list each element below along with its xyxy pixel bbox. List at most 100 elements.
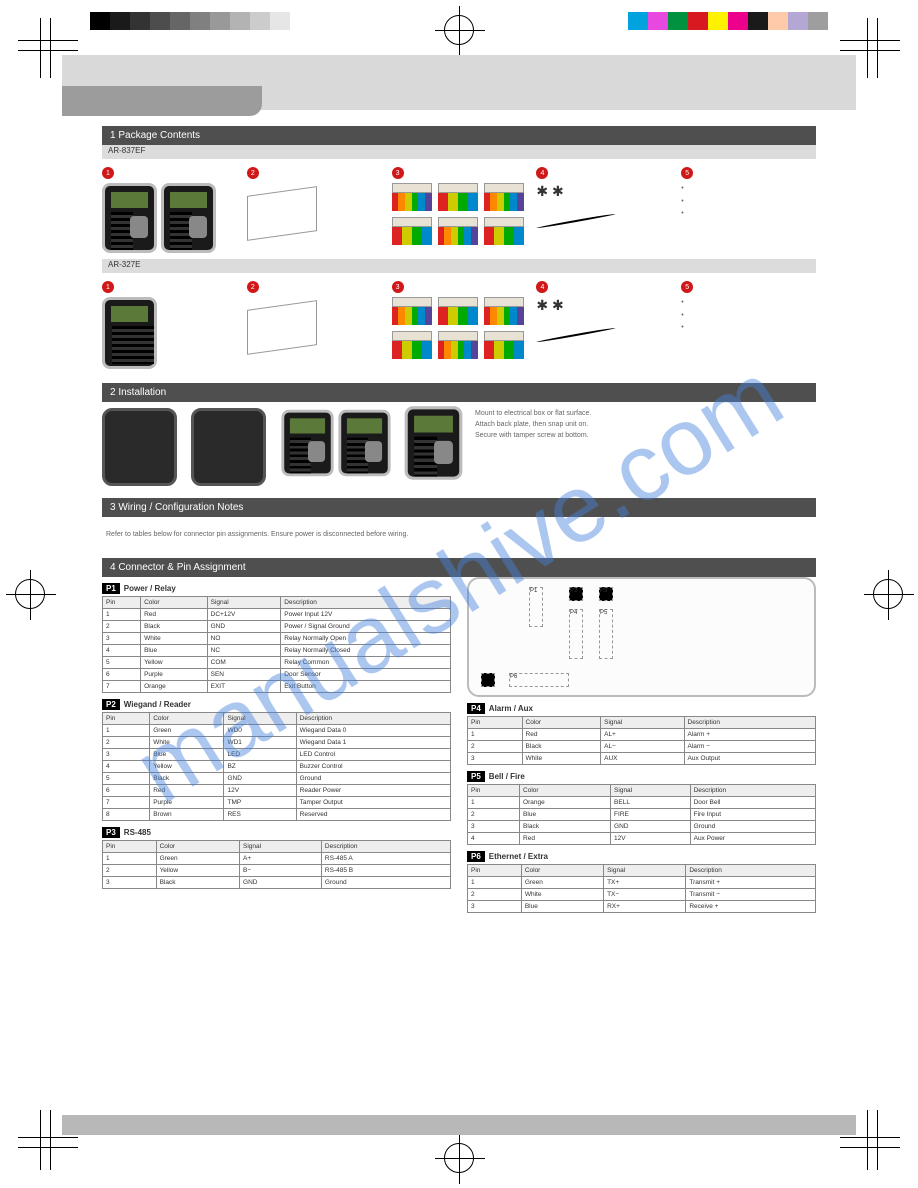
table-title: P6 Ethernet / Extra — [467, 851, 816, 862]
device-image — [102, 297, 157, 369]
col-header: Description — [686, 865, 816, 877]
pin-table: PinColorSignalDescription1RedDC+12VPower… — [102, 596, 451, 693]
registration-mark — [15, 579, 45, 609]
step-dot: 5 — [681, 167, 693, 179]
tool-image — [537, 327, 616, 343]
col-header: Description — [296, 713, 450, 725]
col-header: Pin — [103, 713, 150, 725]
table-row: 8BrownRESReserved — [103, 809, 451, 821]
device-image — [338, 410, 390, 477]
step-dot: 1 — [102, 281, 114, 293]
device-image — [102, 183, 157, 253]
pin-table: PinColorSignalDescription1GreenWD0Wiegan… — [102, 712, 451, 821]
table-title: P2 Wiegand / Reader — [102, 699, 451, 710]
port-name: Wiegand / Reader — [124, 700, 191, 709]
table-row: 2WhiteTX−Transmit − — [468, 889, 816, 901]
section-title: 3 Wiring / Configuration Notes — [102, 498, 816, 517]
color-bar — [628, 12, 828, 30]
mount-backplate — [191, 408, 266, 486]
col-header: Color — [520, 785, 611, 797]
manual-image — [247, 300, 317, 355]
table-row: 2BlueFIREFire Input — [468, 809, 816, 821]
table-row: 3WhiteNORelay Normally Open — [103, 633, 451, 645]
note-line: Attach back plate, then snap unit on. — [475, 419, 816, 430]
col-header: Signal — [240, 841, 322, 853]
port-badge: P6 — [467, 851, 485, 862]
col-header: Color — [522, 717, 601, 729]
install-notes: Mount to electrical box or flat surface.… — [475, 408, 816, 442]
screw-icon: ✱ ✱ — [536, 183, 671, 200]
port-p5: P5 — [599, 609, 613, 659]
table-row: 3BlueRX+Receive + — [468, 901, 816, 913]
notes — [681, 183, 816, 221]
step-dot: 3 — [392, 281, 404, 293]
table-row: 1GreenTX+Transmit + — [468, 877, 816, 889]
port-badge: P1 — [102, 583, 120, 594]
note-line: Secure with tamper screw at bottom. — [475, 430, 816, 441]
page-header — [62, 55, 856, 110]
package-row-b: 1 2 3 4 ✱ ✱ 5 — [102, 275, 816, 377]
port-name: Power / Relay — [124, 584, 176, 593]
table-row: 3BlueLEDLED Control — [103, 749, 451, 761]
port-name: Ethernet / Extra — [489, 852, 548, 861]
port-name: Alarm / Aux — [489, 704, 533, 713]
table-row: 3BlackGNDGround — [468, 821, 816, 833]
connector-set — [392, 183, 527, 245]
table-row: 3BlackGNDGround — [103, 877, 451, 889]
table-row: 6Red12VReader Power — [103, 785, 451, 797]
package-row-a: 1 2 3 4 ✱ ✱ 5 — [102, 161, 816, 259]
col-header: Color — [521, 865, 603, 877]
install-row: Mount to electrical box or flat surface.… — [102, 402, 816, 492]
mount-device — [280, 408, 392, 478]
port-p1: P1 — [529, 587, 543, 627]
port-badge: P3 — [102, 827, 120, 838]
table-row: 2BlackGNDPower / Signal Ground — [103, 621, 451, 633]
port-p4: P4 — [569, 609, 583, 659]
step-dot: 4 — [536, 167, 548, 179]
device-image — [161, 183, 216, 253]
table-row: 1RedDC+12VPower Input 12V — [103, 609, 451, 621]
table-row: 2BlackAL−Alarm − — [468, 741, 816, 753]
col-header: Pin — [468, 865, 522, 877]
note-line — [681, 297, 816, 310]
manual-page: 1 Package Contents AR-837EF 1 2 3 4 ✱ ✱ — [62, 55, 856, 1135]
port-p3: P3 — [599, 587, 613, 601]
port-name: Bell / Fire — [489, 772, 525, 781]
subsection-label: AR-327E — [102, 259, 816, 273]
note-line: Mount to electrical box or flat surface. — [475, 408, 816, 419]
section-title: 4 Connector & Pin Assignment — [102, 558, 816, 577]
header-tab — [62, 86, 262, 116]
col-header: Description — [690, 785, 815, 797]
pin-table: PinColorSignalDescription1GreenTX+Transm… — [467, 864, 816, 913]
step-dot: 1 — [102, 167, 114, 179]
registration-mark — [873, 579, 903, 609]
tool-image — [537, 213, 616, 229]
port-name: RS-485 — [124, 828, 151, 837]
col-header: Pin — [103, 841, 157, 853]
port-badge: P4 — [467, 703, 485, 714]
port-p6: P6 — [509, 673, 569, 687]
note-line — [681, 183, 816, 196]
table-row: 5YellowCOMRelay Common — [103, 657, 451, 669]
page-footer-bar — [62, 1115, 856, 1135]
table-title: P3 RS-485 — [102, 827, 451, 838]
col-header: Signal — [611, 785, 691, 797]
subsection-label: AR-837EF — [102, 145, 816, 159]
section-title: 1 Package Contents — [102, 126, 816, 145]
col-header: Signal — [601, 717, 684, 729]
screw-icon: ✱ ✱ — [536, 297, 671, 314]
port-mark — [481, 673, 495, 687]
step-dot: 3 — [392, 167, 404, 179]
col-header: Signal — [224, 713, 296, 725]
pin-table: PinColorSignalDescription1OrangeBELLDoor… — [467, 784, 816, 845]
tables-row: P1 Power / Relay PinColorSignalDescripti… — [102, 577, 816, 913]
mount-backplate — [102, 408, 177, 486]
col-header: Pin — [103, 597, 141, 609]
step-dot: 2 — [247, 167, 259, 179]
table-row: 6PurpleSENDoor Sensor — [103, 669, 451, 681]
note-line — [681, 196, 816, 209]
col-header: Signal — [604, 865, 686, 877]
table-row: 2WhiteWD1Wiegand Data 1 — [103, 737, 451, 749]
registration-mark — [444, 1143, 474, 1173]
col-header: Description — [684, 717, 816, 729]
